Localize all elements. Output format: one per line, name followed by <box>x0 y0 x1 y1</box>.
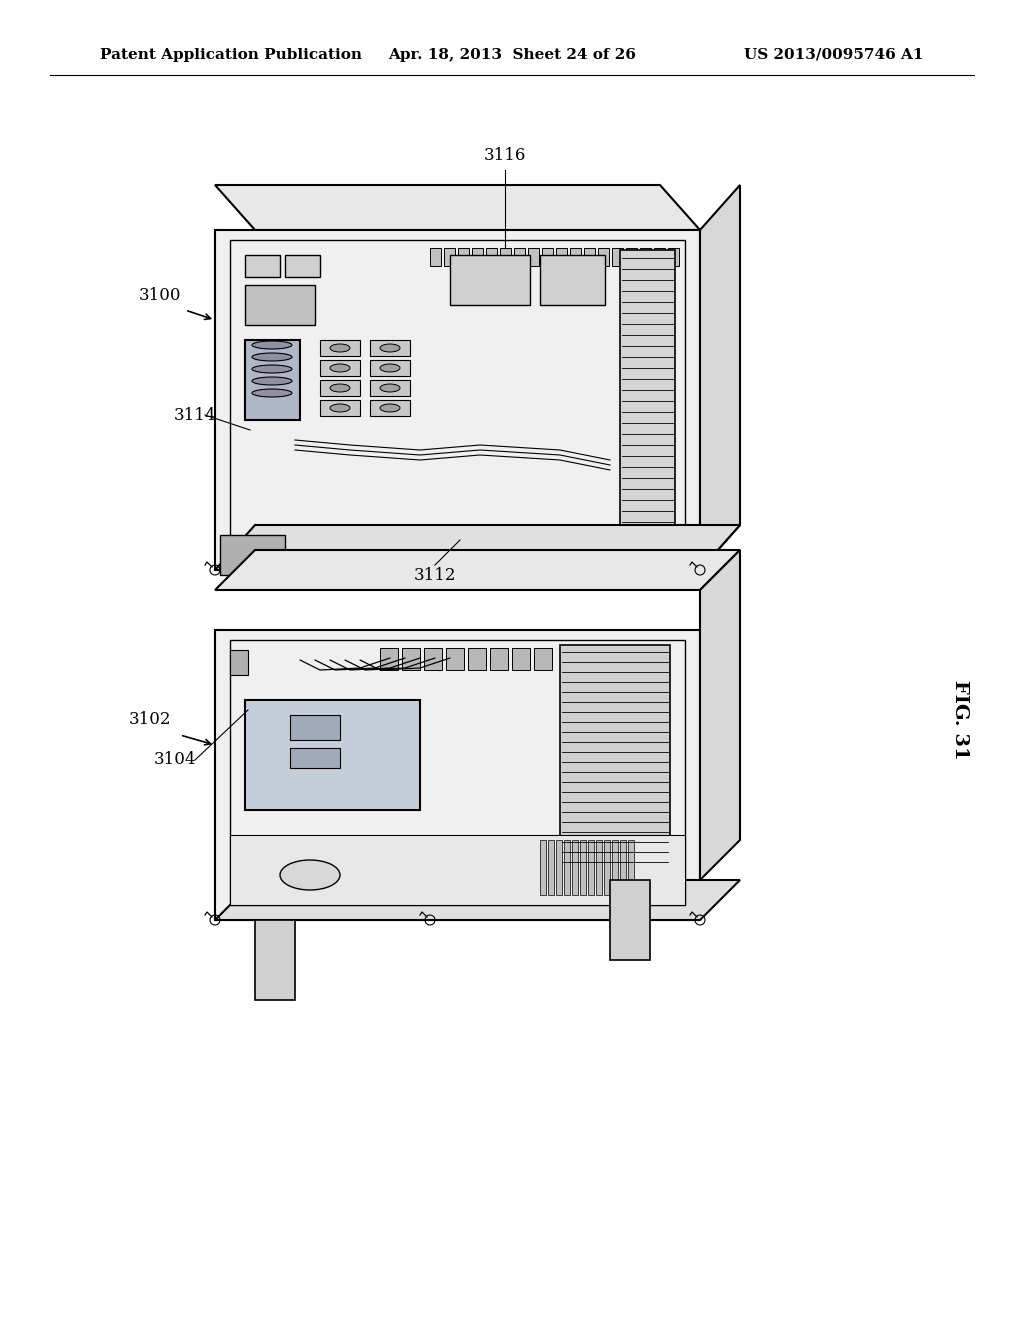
Ellipse shape <box>380 364 400 372</box>
Bar <box>230 649 248 675</box>
Bar <box>446 648 464 671</box>
Bar <box>588 840 594 895</box>
Bar <box>370 400 410 416</box>
Polygon shape <box>215 550 740 590</box>
Bar <box>458 248 469 267</box>
Bar <box>380 648 398 671</box>
Bar <box>528 248 539 267</box>
Bar <box>604 840 610 895</box>
Bar <box>640 248 651 267</box>
Bar <box>512 648 530 671</box>
Text: Apr. 18, 2013  Sheet 24 of 26: Apr. 18, 2013 Sheet 24 of 26 <box>388 48 636 62</box>
Polygon shape <box>700 550 740 880</box>
Bar <box>319 380 360 396</box>
Bar <box>668 248 679 267</box>
Polygon shape <box>215 185 700 230</box>
Ellipse shape <box>252 352 292 360</box>
Text: 3102: 3102 <box>129 711 171 729</box>
Ellipse shape <box>252 389 292 397</box>
Bar <box>486 248 497 267</box>
Bar <box>430 248 441 267</box>
Bar <box>534 648 552 671</box>
Bar <box>570 248 581 267</box>
Bar <box>230 640 685 906</box>
Bar <box>610 880 650 960</box>
Text: 3100: 3100 <box>138 286 181 304</box>
Text: Patent Application Publication: Patent Application Publication <box>100 48 362 62</box>
Bar <box>468 648 486 671</box>
Bar <box>612 248 623 267</box>
Ellipse shape <box>252 378 292 385</box>
Bar <box>628 840 634 895</box>
Bar <box>560 645 670 895</box>
Ellipse shape <box>380 345 400 352</box>
Bar <box>556 248 567 267</box>
Bar <box>444 248 455 267</box>
Ellipse shape <box>330 404 350 412</box>
Bar <box>542 248 553 267</box>
Bar <box>424 648 442 671</box>
Bar <box>654 248 665 267</box>
Text: US 2013/0095746 A1: US 2013/0095746 A1 <box>744 48 924 62</box>
Bar <box>290 715 340 741</box>
Bar <box>540 840 546 895</box>
Text: 3104: 3104 <box>154 751 197 768</box>
Ellipse shape <box>330 384 350 392</box>
Bar <box>370 380 410 396</box>
Bar <box>370 341 410 356</box>
Bar <box>556 840 562 895</box>
Polygon shape <box>215 630 700 920</box>
Bar <box>548 840 554 895</box>
Polygon shape <box>215 880 740 920</box>
Bar <box>584 248 595 267</box>
Ellipse shape <box>252 366 292 374</box>
Bar <box>572 840 578 895</box>
Bar <box>580 840 586 895</box>
Bar <box>319 341 360 356</box>
Bar <box>255 920 295 1001</box>
Bar <box>626 248 637 267</box>
Bar <box>230 836 685 906</box>
Bar <box>564 840 570 895</box>
Ellipse shape <box>280 861 340 890</box>
Polygon shape <box>215 525 740 570</box>
Bar <box>245 255 280 277</box>
Ellipse shape <box>380 404 400 412</box>
Polygon shape <box>215 230 700 570</box>
Bar <box>598 248 609 267</box>
Bar <box>230 240 685 554</box>
Bar <box>620 249 675 540</box>
Bar <box>472 248 483 267</box>
Text: 3116: 3116 <box>483 147 526 164</box>
Bar <box>370 360 410 376</box>
Text: FIG. 31: FIG. 31 <box>951 680 969 760</box>
Bar <box>540 255 605 305</box>
Ellipse shape <box>330 364 350 372</box>
Bar <box>290 748 340 768</box>
Bar <box>285 255 319 277</box>
Polygon shape <box>700 185 740 570</box>
Bar <box>612 840 618 895</box>
Bar <box>220 535 285 576</box>
Ellipse shape <box>252 341 292 348</box>
Bar <box>245 285 315 325</box>
Bar <box>402 648 420 671</box>
Bar <box>596 840 602 895</box>
Bar <box>319 360 360 376</box>
Text: 3112: 3112 <box>414 566 457 583</box>
Bar <box>245 700 420 810</box>
Ellipse shape <box>380 384 400 392</box>
Bar <box>319 400 360 416</box>
Bar <box>514 248 525 267</box>
Ellipse shape <box>330 345 350 352</box>
Text: 3114: 3114 <box>174 407 216 424</box>
Bar <box>490 648 508 671</box>
Bar <box>450 255 530 305</box>
Bar <box>245 341 300 420</box>
Bar <box>620 840 626 895</box>
Bar <box>500 248 511 267</box>
